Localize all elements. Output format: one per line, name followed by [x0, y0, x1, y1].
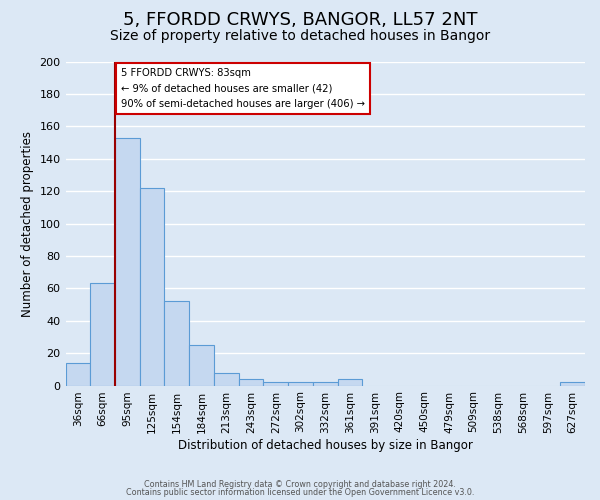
Bar — [263, 382, 288, 386]
X-axis label: Distribution of detached houses by size in Bangor: Distribution of detached houses by size … — [178, 440, 473, 452]
Y-axis label: Number of detached properties: Number of detached properties — [21, 130, 34, 316]
Bar — [164, 302, 189, 386]
Bar — [189, 345, 214, 386]
Text: Size of property relative to detached houses in Bangor: Size of property relative to detached ho… — [110, 29, 490, 43]
Bar — [288, 382, 313, 386]
Bar — [338, 379, 362, 386]
Bar — [214, 372, 239, 386]
Bar — [560, 382, 585, 386]
Bar — [115, 138, 140, 386]
Bar — [65, 363, 90, 386]
Bar — [140, 188, 164, 386]
Text: 5, FFORDD CRWYS, BANGOR, LL57 2NT: 5, FFORDD CRWYS, BANGOR, LL57 2NT — [123, 11, 477, 29]
Text: 5 FFORDD CRWYS: 83sqm
← 9% of detached houses are smaller (42)
90% of semi-detac: 5 FFORDD CRWYS: 83sqm ← 9% of detached h… — [121, 68, 365, 109]
Bar — [239, 379, 263, 386]
Text: Contains HM Land Registry data © Crown copyright and database right 2024.: Contains HM Land Registry data © Crown c… — [144, 480, 456, 489]
Text: Contains public sector information licensed under the Open Government Licence v3: Contains public sector information licen… — [126, 488, 474, 497]
Bar — [90, 284, 115, 386]
Bar — [313, 382, 338, 386]
